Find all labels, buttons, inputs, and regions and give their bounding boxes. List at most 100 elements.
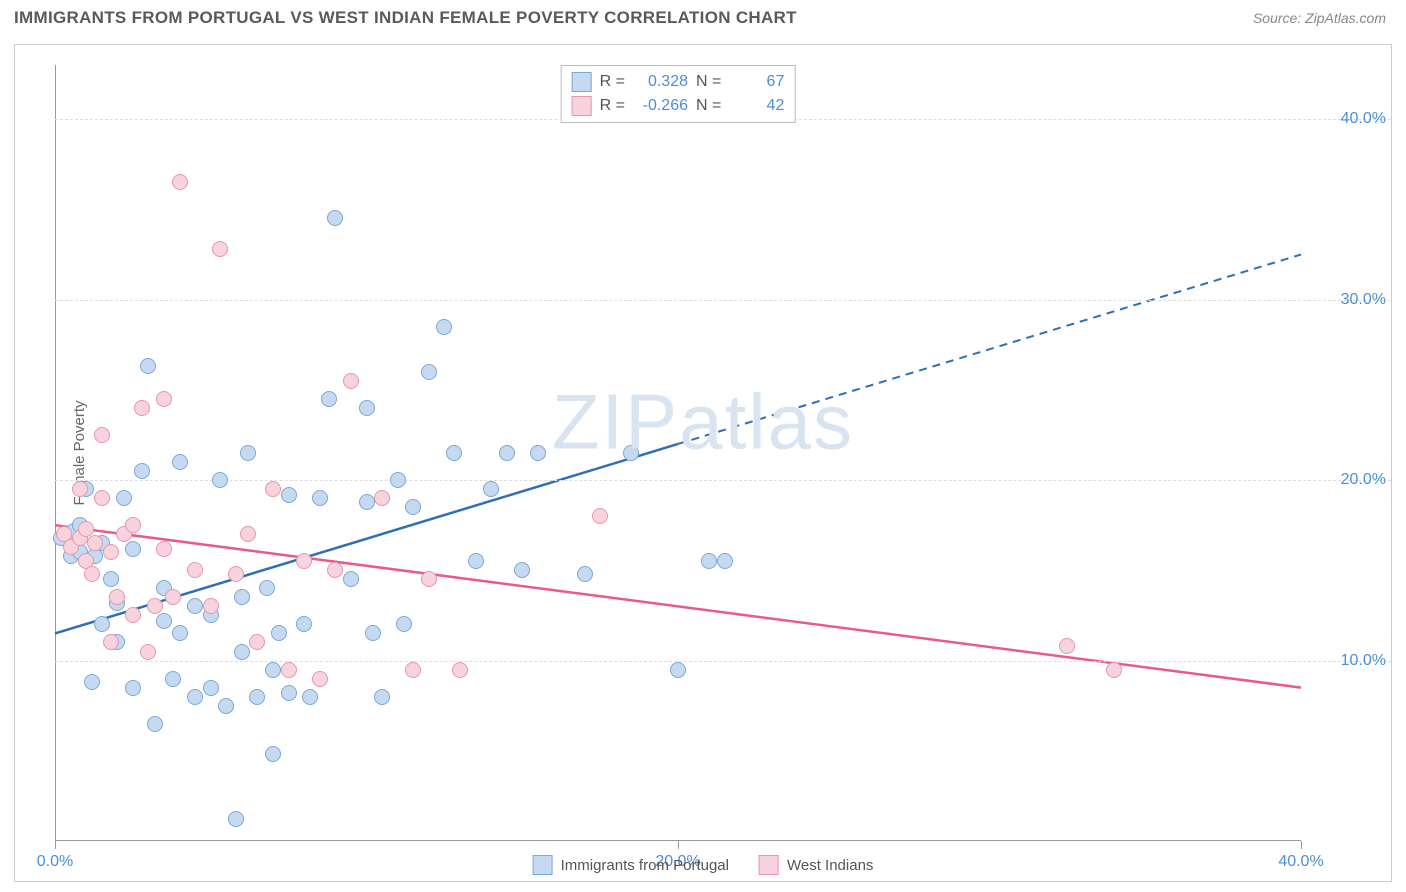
data-point [234,589,250,605]
chart-header: IMMIGRANTS FROM PORTUGAL VS WEST INDIAN … [0,0,1406,32]
data-point [670,662,686,678]
x-tick [678,841,679,849]
data-point [156,391,172,407]
data-point [187,562,203,578]
data-point [103,544,119,560]
data-point [499,445,515,461]
data-point [156,613,172,629]
data-point [259,580,275,596]
data-point [147,598,163,614]
x-tick [55,841,56,849]
legend-swatch-portugal [572,72,592,92]
data-point [165,671,181,687]
y-tick-label: 30.0% [1306,291,1386,309]
data-point [271,625,287,641]
data-point [212,472,228,488]
data-point [87,535,103,551]
data-point [84,566,100,582]
data-point [405,662,421,678]
data-point [249,689,265,705]
data-point [140,358,156,374]
data-point [343,373,359,389]
data-point [125,517,141,533]
data-point [265,746,281,762]
data-point [446,445,462,461]
n-label: N = [696,97,721,115]
data-point [94,427,110,443]
r-value-west-indians: -0.266 [633,97,688,115]
data-point [281,685,297,701]
data-point [134,463,150,479]
legend-swatch-west-indians [572,96,592,116]
grid-line [55,480,1391,481]
data-point [327,562,343,578]
data-point [359,494,375,510]
data-point [701,553,717,569]
data-point [265,662,281,678]
r-value-portugal: 0.328 [633,73,688,91]
data-point [374,490,390,506]
n-value-west-indians: 42 [729,97,784,115]
data-point [109,589,125,605]
data-point [240,445,256,461]
chart-title: IMMIGRANTS FROM PORTUGAL VS WEST INDIAN … [14,8,797,28]
data-point [125,680,141,696]
data-point [421,364,437,380]
data-point [187,689,203,705]
n-value-portugal: 67 [729,73,784,91]
data-point [249,634,265,650]
data-point [172,625,188,641]
legend-swatch-west-indians [759,855,779,875]
data-point [281,487,297,503]
plot-area: Female Poverty ZIPatlas R = 0.328 N = 67… [55,65,1301,841]
grid-line [55,661,1391,662]
data-point [78,521,94,537]
data-point [365,625,381,641]
trend-line-dashed [678,254,1301,443]
data-point [94,490,110,506]
series-label-portugal: Immigrants from Portugal [561,857,729,874]
r-label: R = [600,97,625,115]
data-point [405,499,421,515]
data-point [359,400,375,416]
correlation-legend-row: R = 0.328 N = 67 [572,70,785,94]
data-point [94,616,110,632]
data-point [717,553,733,569]
data-point [172,174,188,190]
data-point [296,553,312,569]
data-point [592,508,608,524]
data-point [103,571,119,587]
data-point [327,210,343,226]
data-point [212,241,228,257]
data-point [172,454,188,470]
data-point [218,698,234,714]
r-label: R = [600,73,625,91]
data-point [312,490,328,506]
data-point [436,319,452,335]
legend-swatch-portugal [533,855,553,875]
data-point [187,598,203,614]
data-point [228,566,244,582]
data-point [125,541,141,557]
x-tick [1301,841,1302,849]
data-point [103,634,119,650]
data-point [374,689,390,705]
source-attribution: Source: ZipAtlas.com [1253,10,1386,26]
data-point [265,481,281,497]
series-legend-item: Immigrants from Portugal [533,855,729,875]
chart-container: Female Poverty ZIPatlas R = 0.328 N = 67… [14,44,1392,882]
data-point [302,689,318,705]
y-tick-label: 40.0% [1306,110,1386,128]
series-legend-item: West Indians [759,855,873,875]
y-tick-label: 20.0% [1306,471,1386,489]
data-point [577,566,593,582]
data-point [483,481,499,497]
data-point [530,445,546,461]
x-tick-label: 0.0% [37,853,73,871]
data-point [240,526,256,542]
series-legend: Immigrants from Portugal West Indians [533,855,874,875]
data-point [296,616,312,632]
data-point [623,445,639,461]
data-point [396,616,412,632]
data-point [312,671,328,687]
